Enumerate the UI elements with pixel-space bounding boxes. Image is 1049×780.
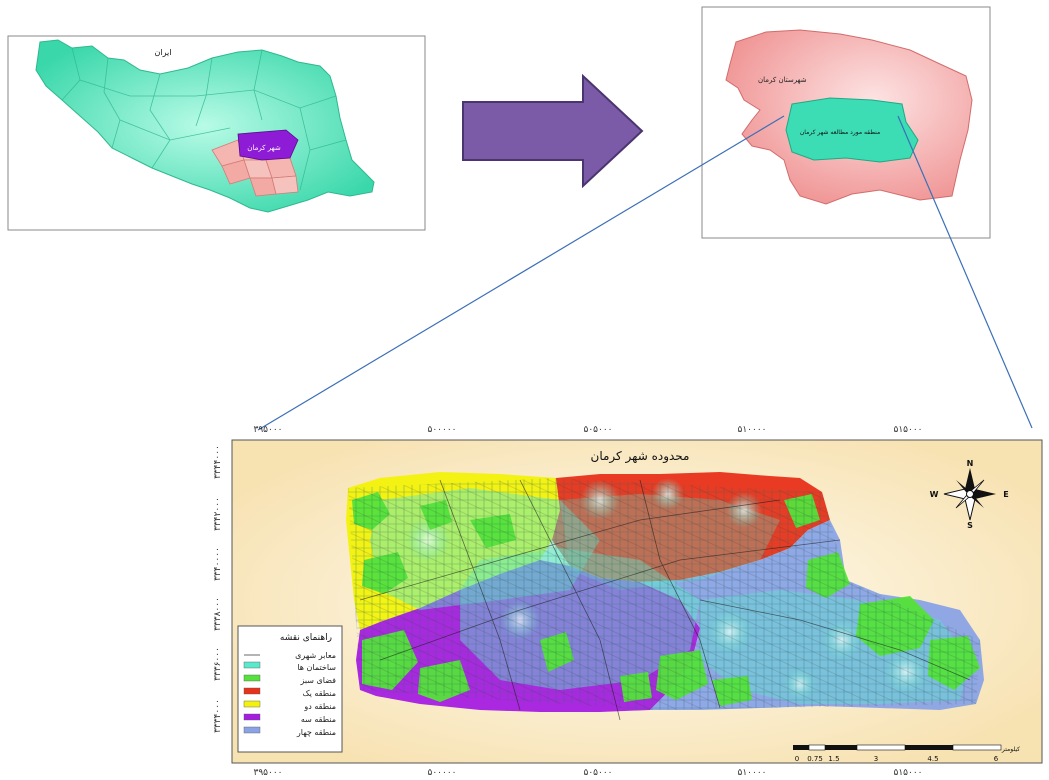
x-tick-label: ۵۰۰۰۰۰ [427, 425, 456, 435]
main-roads [359, 479, 971, 721]
y-tick-label: ۳۳۳۶۰۰۰ [213, 647, 223, 681]
connector-line-right [897, 115, 1033, 429]
x-tick-label: ۵۰۰۰۰۰ [427, 768, 456, 778]
main-map: ۳۹۵۰۰۰ ۵۰۰۰۰۰ ۵۰۵۰۰۰ ۵۱۰۰۰۰ ۵۱۵۰۰۰ ۳۹۵۰۰… [213, 425, 1043, 778]
y-tick-labels: ۳۳۴۴۰۰۰ ۳۳۴۲۰۰۰ ۳۳۴۰۰۰۰ ۳۳۳۸۰۰۰ ۳۳۳۶۰۰۰ … [213, 445, 223, 733]
compass-n-label: N [967, 459, 974, 468]
legend-swatch-zone-one [243, 687, 261, 695]
x-tick-label: ۵۱۰۰۰۰ [737, 425, 766, 435]
county-inset: شهرستان کرمان منطقه مورد مطالعه شهر کرما… [701, 6, 991, 239]
scale-unit-label: کیلومتر [1001, 746, 1020, 753]
x-tick-label: ۳۹۵۰۰۰ [253, 768, 282, 778]
legend-swatch-zone-three [243, 713, 261, 721]
legend-label: منطقه دو [303, 702, 336, 711]
north-arrow-icon [943, 468, 996, 521]
x-tick-label: ۵۱۵۰۰۰ [893, 768, 922, 778]
legend-label: منطقه سه [301, 715, 336, 724]
iran-inset: ایران شهر کرمان [7, 35, 426, 231]
scale-label: 0 [795, 755, 799, 763]
scale-label: 4.5 [927, 755, 938, 763]
legend-label: منطقه یک [302, 689, 336, 698]
x-tick-label: ۵۰۵۰۰۰ [583, 425, 612, 435]
kerman-city-label: شهر کرمان [247, 144, 281, 152]
arrow-shape [462, 73, 644, 189]
legend-label: فضای سبز [299, 676, 336, 685]
legend-title: راهنمای نقشه [280, 633, 332, 643]
compass-s-label: S [967, 521, 973, 530]
y-tick-label: ۳۳۴۴۰۰۰ [213, 445, 223, 479]
legend-swatch-green [243, 674, 261, 682]
legend-swatch-buildings [243, 661, 261, 669]
legend-label: معابر شهری [295, 651, 336, 660]
kerman-city-shape [237, 129, 299, 161]
compass-w-label: W [930, 490, 939, 499]
x-tick-labels-bottom: ۳۹۵۰۰۰ ۵۰۰۰۰۰ ۵۰۵۰۰۰ ۵۱۰۰۰۰ ۵۱۵۰۰۰ [253, 768, 922, 778]
scale-label: 6 [994, 755, 999, 763]
y-tick-label: ۳۳۳۸۰۰۰ [213, 597, 223, 631]
legend-label: ساختمان ها [297, 663, 336, 672]
study-zone-label: منطقه مورد مطالعه شهر کرمان [800, 129, 880, 136]
x-tick-label: ۵۱۰۰۰۰ [737, 768, 766, 778]
y-tick-label: ۳۳۴۰۰۰۰ [213, 547, 223, 581]
county-label: شهرستان کرمان [758, 76, 807, 84]
scale-label: 1.5 [828, 755, 839, 763]
province-borders [61, 47, 347, 191]
x-tick-label: ۵۰۵۰۰۰ [583, 768, 612, 778]
y-tick-label: ۳۳۳۴۰۰۰ [213, 699, 223, 733]
legend-swatch-zone-four [243, 726, 261, 734]
scale-bar: کیلومتر 0 0.75 1.5 3 4.5 6 [793, 744, 1020, 763]
x-tick-label: ۳۹۵۰۰۰ [253, 425, 282, 435]
scale-label: 0.75 [807, 755, 823, 763]
compass-e-label: E [1003, 490, 1008, 499]
iran-country-label: ایران [155, 48, 172, 57]
legend-swatch-zone-two [243, 700, 261, 708]
main-map-title: محدوده شهر کرمان [591, 449, 690, 464]
x-tick-labels-top: ۳۹۵۰۰۰ ۵۰۰۰۰۰ ۵۰۵۰۰۰ ۵۱۰۰۰۰ ۵۱۵۰۰۰ [253, 425, 922, 435]
map-legend: راهنمای نقشه معابر شهری ساختمان ها فضای … [237, 625, 343, 753]
connector-line-left [257, 115, 785, 431]
scale-label: 3 [874, 755, 878, 763]
x-tick-label: ۵۱۵۰۰۰ [893, 425, 922, 435]
street-network-fine [348, 478, 980, 710]
legend-label: منطقه چهار [296, 728, 336, 737]
y-tick-label: ۳۳۴۲۰۰۰ [213, 497, 223, 531]
study-zone-shape [785, 97, 919, 163]
